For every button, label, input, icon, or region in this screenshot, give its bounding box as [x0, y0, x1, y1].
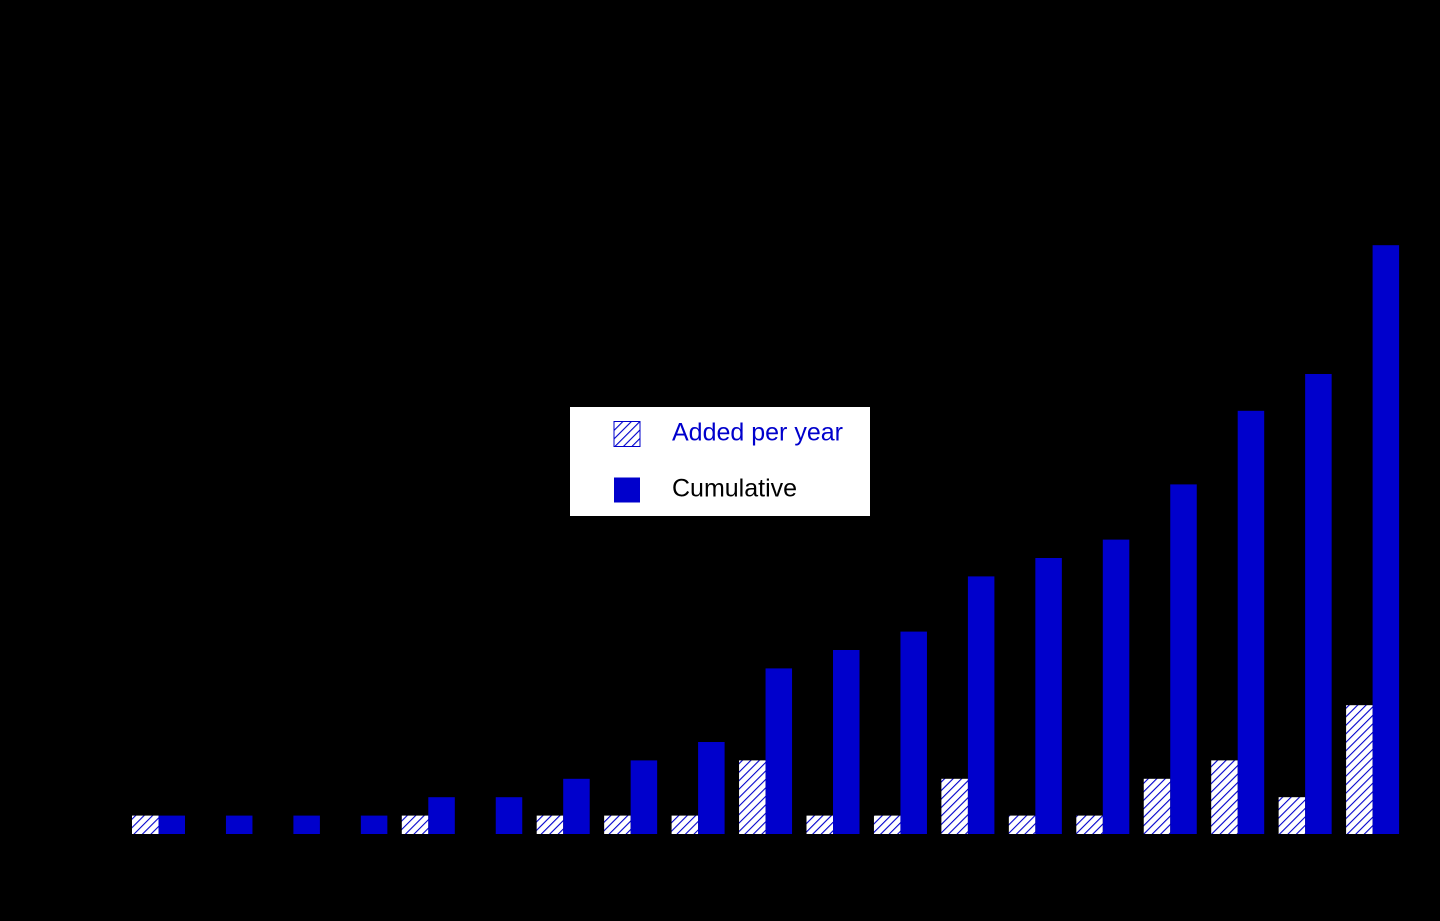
bar — [698, 742, 725, 834]
bar — [1346, 705, 1373, 834]
bar — [158, 815, 185, 834]
bar — [739, 760, 766, 834]
bar — [1278, 797, 1306, 834]
bar — [833, 650, 860, 834]
bar — [495, 797, 523, 834]
legend-label: Cumulative — [672, 475, 797, 503]
bar — [1076, 815, 1103, 834]
bar — [941, 778, 968, 834]
bar — [1035, 558, 1062, 834]
bar — [900, 631, 927, 834]
bar — [1102, 539, 1130, 834]
bar — [806, 815, 833, 834]
bar — [671, 815, 699, 834]
legend-swatch — [614, 477, 640, 503]
bar — [360, 815, 388, 834]
bar — [1008, 815, 1036, 834]
bar — [536, 815, 564, 834]
bar — [1211, 760, 1238, 834]
bar — [1170, 484, 1197, 834]
bar — [1372, 245, 1400, 834]
bar — [401, 815, 429, 834]
bar — [967, 576, 995, 834]
bar — [1305, 374, 1332, 834]
bar — [1143, 778, 1171, 834]
bars — [132, 245, 1400, 834]
bar — [873, 815, 901, 834]
bar — [765, 668, 793, 834]
bar — [132, 815, 159, 834]
legend-label: Added per year — [672, 419, 843, 447]
bar — [225, 815, 253, 834]
bar — [630, 760, 658, 834]
legend-swatch — [613, 421, 641, 447]
bar — [293, 815, 320, 834]
bar — [563, 778, 590, 834]
legend: Added per year Cumulative — [570, 407, 870, 516]
bar — [1237, 410, 1265, 834]
bar — [428, 797, 455, 834]
bar — [604, 815, 631, 834]
